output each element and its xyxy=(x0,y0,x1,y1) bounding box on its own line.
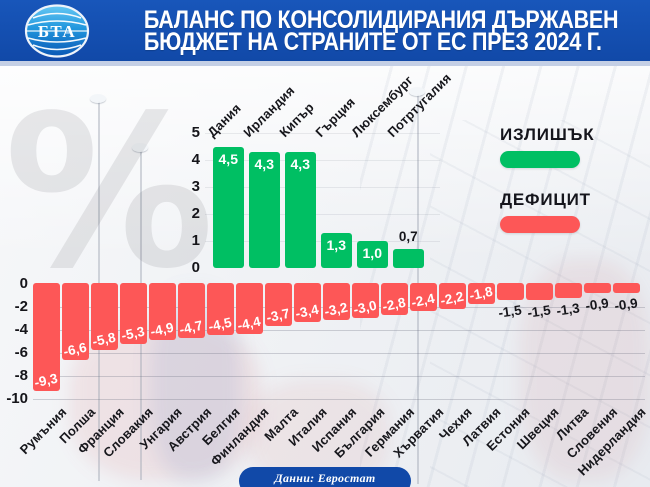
gridline-negative xyxy=(33,376,645,377)
deficit-bar xyxy=(236,283,263,335)
flagpole-cap xyxy=(90,94,106,103)
background-building-2 xyxy=(430,120,650,487)
title-line-2: БЮДЖЕТ НА СТРАНИТЕ ОТ ЕС ПРЕЗ 2024 Г. xyxy=(143,28,602,56)
legend-deficit-swatch xyxy=(500,216,580,233)
deficit-bar xyxy=(120,283,147,345)
deficit-bar xyxy=(62,283,89,360)
y-axis-tick-positive: 5 xyxy=(191,124,200,141)
flagpole-cap xyxy=(409,87,425,96)
bta-logo: БТА xyxy=(24,4,90,58)
deficit-bar xyxy=(91,283,118,351)
legend-surplus-swatch xyxy=(500,151,580,168)
y-axis-tick-positive: 1 xyxy=(191,232,200,249)
surplus-bar xyxy=(357,241,388,268)
y-axis-tick-negative: -4 xyxy=(14,321,28,338)
deficit-value: -0,9 xyxy=(613,295,639,314)
legend-deficit-label: ДЕФИЦИТ xyxy=(500,190,591,209)
header-underline xyxy=(0,61,650,66)
deficit-bar xyxy=(410,283,437,311)
surplus-bar xyxy=(249,151,280,268)
deficit-value: -1,3 xyxy=(555,300,581,319)
y-axis-tick-positive: 0 xyxy=(191,259,200,276)
header-bar: БТА БАЛАНС ПО КОНСОЛИДИРАНИЯ ДЪРЖАВЕН БЮ… xyxy=(0,0,650,61)
surplus-value: 4,5 xyxy=(218,150,238,167)
y-axis-tick-negative: -10 xyxy=(6,390,28,407)
gridline-negative xyxy=(33,353,645,354)
source-text: Данни: Евростат xyxy=(274,471,376,485)
surplus-value: 0,7 xyxy=(398,229,418,245)
deficit-bar xyxy=(265,283,292,326)
surplus-value: 1,3 xyxy=(326,236,346,253)
deficit-bar xyxy=(497,283,524,301)
legend-surplus-label: ИЗЛИШЪК xyxy=(500,125,595,144)
surplus-country-label: Дания xyxy=(204,100,244,140)
deficit-bar xyxy=(207,283,234,336)
y-axis-tick-negative: 0 xyxy=(19,275,28,292)
deficit-bar xyxy=(381,283,408,316)
gridline-positive xyxy=(205,133,440,134)
gridline-positive xyxy=(205,160,440,161)
deficit-bar xyxy=(352,283,379,318)
surplus-value: 4,3 xyxy=(254,155,274,172)
y-axis-tick-negative: -8 xyxy=(14,367,28,384)
deficit-bar xyxy=(323,283,350,321)
deficit-value: -0,9 xyxy=(584,295,610,314)
gridline-positive xyxy=(205,187,440,188)
surplus-bar xyxy=(213,146,244,268)
deficit-bar xyxy=(613,283,640,294)
y-axis-tick-negative: -2 xyxy=(14,298,28,315)
y-axis-tick-positive: 3 xyxy=(191,178,200,195)
bta-logo-text: БТА xyxy=(38,22,76,41)
page-title: БАЛАНС ПО КОНСОЛИДИРАНИЯ ДЪРЖАВЕН БЮДЖЕТ… xyxy=(143,8,619,56)
legend: ИЗЛИШЪК ДЕФИЦИТ xyxy=(500,125,610,255)
surplus-bar xyxy=(285,151,316,268)
flagpole-cap xyxy=(132,143,148,152)
deficit-bar xyxy=(149,283,176,340)
surplus-value: 4,3 xyxy=(290,155,310,172)
deficit-bar xyxy=(468,283,495,304)
y-axis-tick-positive: 2 xyxy=(191,205,200,222)
surplus-value: 1,0 xyxy=(362,245,382,261)
deficit-bar xyxy=(555,283,582,299)
deficit-value: -1,5 xyxy=(526,302,552,321)
deficit-value: -1,5 xyxy=(497,302,523,321)
surplus-bar xyxy=(393,249,424,268)
deficit-bar xyxy=(294,283,321,323)
surplus-bar xyxy=(321,232,352,268)
gridline-negative xyxy=(33,399,645,400)
percent-watermark: % xyxy=(4,70,214,315)
deficit-bar xyxy=(584,283,611,294)
source-pill: Данни: Евростат xyxy=(239,467,411,487)
gridline-negative xyxy=(33,330,645,331)
deficit-bar xyxy=(178,283,205,338)
gridline-positive xyxy=(205,214,440,215)
deficit-bar xyxy=(439,283,466,309)
deficit-bar xyxy=(526,283,553,301)
y-axis-tick-negative: -6 xyxy=(14,344,28,361)
y-axis-tick-positive: 4 xyxy=(191,151,200,168)
deficit-bar xyxy=(33,283,60,391)
